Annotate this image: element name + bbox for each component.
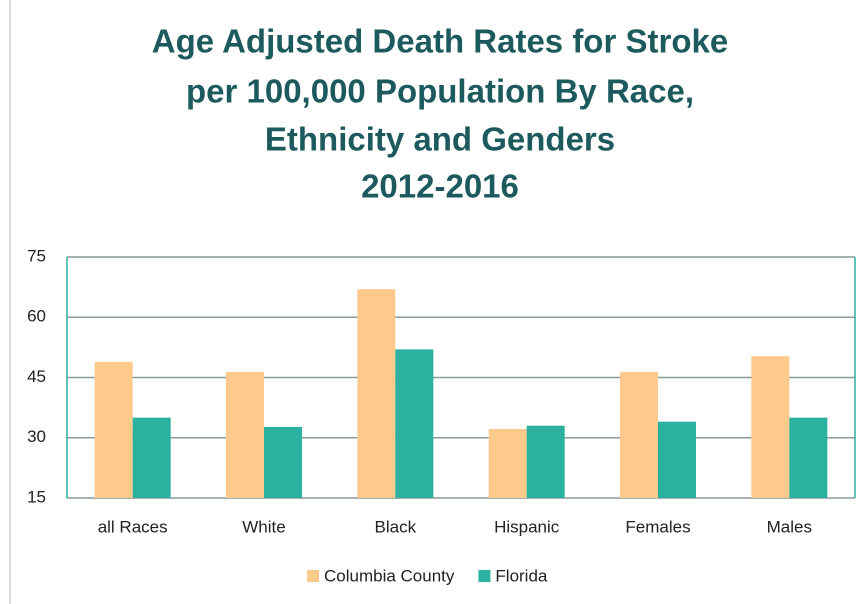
bar [751,356,790,498]
y-tick-label: 75 [27,246,46,265]
y-tick-label: 60 [27,307,46,326]
bar [526,425,565,498]
legend-label: Columbia County [324,566,455,585]
bar [488,428,527,498]
x-tick-label: Hispanic [494,517,560,536]
legend-swatch [478,570,491,582]
bar [620,371,658,498]
chart-title: Ethnicity and Genders [265,121,615,158]
legend-swatch [307,570,319,582]
y-tick-label: 15 [27,487,46,506]
bar [357,289,396,498]
y-tick-label: 30 [27,427,46,446]
legend-label: Florida [495,566,548,585]
x-tick-label: Males [767,517,812,536]
chart-title: Age Adjusted Death Rates for Stroke [152,23,728,60]
x-tick-label: White [242,517,285,536]
bar [395,349,434,498]
bar [789,417,828,498]
chart-border [9,0,868,604]
x-tick-label: all Races [98,517,168,536]
bar [264,426,302,498]
bar [94,361,133,498]
x-tick-label: Black [375,517,417,536]
chart-title: per 100,000 Population By Race, [186,73,694,110]
y-tick-label: 45 [27,367,46,386]
bar [226,371,264,498]
x-tick-label: Females [625,517,690,536]
bar [132,417,171,498]
chart-title: 2012-2016 [361,168,519,205]
bar [658,421,696,498]
